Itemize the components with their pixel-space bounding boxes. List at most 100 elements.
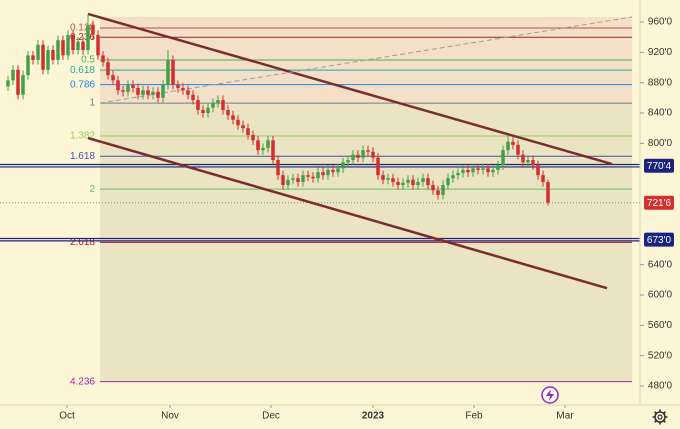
candle-body (441, 185, 445, 195)
candle-body (511, 141, 515, 145)
candle-body (96, 34, 100, 56)
x-tick-label: Feb (465, 411, 483, 422)
candle-body (261, 147, 265, 151)
price-label: 721'6 (647, 198, 672, 209)
fib-level-label: 4.236 (70, 376, 95, 387)
candle-body (316, 172, 320, 179)
y-tick-label: 800'0 (648, 138, 673, 149)
candle-body (386, 178, 390, 180)
candle-body (81, 41, 85, 51)
y-tick-label: 920'0 (648, 47, 673, 58)
candle-body (211, 103, 215, 108)
y-tick-label: 480'0 (648, 381, 673, 392)
candle-body (456, 172, 460, 176)
candle-body (236, 119, 240, 126)
candle-body (241, 125, 245, 129)
gear-hub (657, 414, 663, 420)
candle-body (86, 25, 90, 51)
x-tick-label: 2023 (362, 411, 385, 422)
y-tick-label: 960'0 (648, 17, 673, 28)
candle-body (11, 69, 15, 81)
candle-body (121, 90, 125, 92)
candle-body (166, 59, 170, 85)
candle-body (321, 172, 325, 176)
candle-body (376, 157, 380, 176)
candle-body (31, 55, 35, 60)
candle-body (346, 160, 350, 163)
candle-body (76, 41, 80, 51)
candle-body (26, 55, 30, 76)
candle-body (61, 40, 65, 56)
candle-body (436, 190, 440, 195)
candle-body (146, 90, 150, 95)
candle-body (546, 182, 550, 203)
candle-body (291, 178, 295, 180)
candle-body (541, 175, 545, 183)
candle-body (301, 175, 305, 183)
plot-area: 0.1280.2360.50.6180.78611.3821.61822.618… (0, 12, 640, 387)
price-label: 673'0 (647, 235, 672, 246)
x-tick-label: Nov (161, 411, 179, 422)
candle-body (36, 44, 40, 60)
candle-body (401, 182, 405, 186)
candle-body (286, 179, 290, 186)
x-tick-label: Oct (59, 411, 75, 422)
candle-body (141, 90, 145, 95)
candle-body (351, 154, 355, 161)
candle-body (531, 160, 535, 166)
candle-body (21, 75, 25, 95)
fib-level-label: 1 (89, 98, 95, 109)
candle-body (131, 84, 135, 88)
candle-body (516, 144, 520, 155)
y-tick-label: 600'0 (648, 290, 673, 301)
candle-body (471, 168, 475, 173)
candle-body (181, 87, 185, 91)
candle-body (171, 59, 175, 85)
candle-body (411, 179, 415, 186)
y-tick-label: 640'0 (648, 259, 673, 270)
fib-level-label: 0.618 (70, 65, 95, 76)
candle-body (161, 84, 165, 98)
candle-body (156, 91, 160, 98)
candle-body (451, 175, 455, 179)
candle-body (271, 140, 275, 161)
candle-body (431, 185, 435, 191)
settings-icon[interactable] (652, 409, 668, 425)
y-tick-label: 880'0 (648, 77, 673, 88)
fib-level-label: 1.382 (70, 131, 95, 142)
candle-body (221, 100, 225, 110)
candle-body (336, 168, 340, 173)
candle-body (106, 62, 110, 76)
candle-body (496, 165, 500, 170)
fib-level-label: 0.786 (70, 79, 95, 90)
candle-body (46, 50, 50, 70)
price-label: 770'4 (647, 161, 672, 172)
candle-body (536, 165, 540, 176)
lightning-icon[interactable] (541, 386, 559, 404)
x-tick-label: Dec (262, 411, 280, 422)
trendline (99, 16, 633, 104)
candle-body (41, 44, 45, 70)
candle-body (526, 160, 530, 163)
y-tick-label: 520'0 (648, 350, 673, 361)
candle-body (6, 80, 10, 87)
icon-bolt (546, 389, 554, 401)
trendline (87, 136, 608, 290)
candle-body (426, 178, 430, 186)
candle-body (366, 150, 370, 152)
price-label-box (644, 232, 674, 247)
candle-body (276, 160, 280, 176)
candle-body (481, 168, 485, 170)
candle-body (101, 55, 105, 63)
candle-body (206, 107, 210, 114)
fib-level-label: 2 (89, 184, 95, 195)
candle-body (226, 109, 230, 116)
y-tick-label: 560'0 (648, 320, 673, 331)
candle-body (341, 162, 345, 169)
candle-body (231, 115, 235, 120)
candle-body (501, 150, 505, 166)
price-label-box (644, 158, 674, 173)
candle-body (491, 169, 495, 173)
candle-body (406, 179, 410, 183)
candle-body (311, 176, 315, 179)
